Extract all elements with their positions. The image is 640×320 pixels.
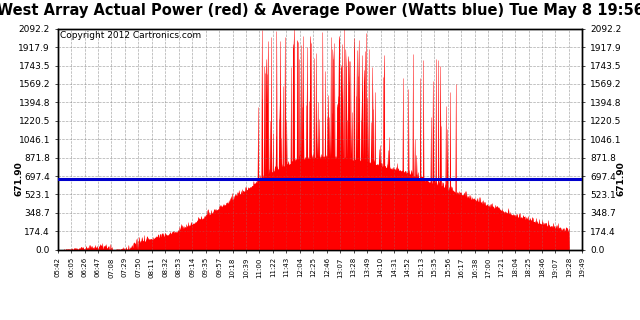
Text: 671.90: 671.90 — [14, 161, 23, 196]
Text: 671.90: 671.90 — [617, 161, 626, 196]
Text: West Array Actual Power (red) & Average Power (Watts blue) Tue May 8 19:56: West Array Actual Power (red) & Average … — [0, 3, 640, 18]
Text: Copyright 2012 Cartronics.com: Copyright 2012 Cartronics.com — [60, 31, 202, 40]
